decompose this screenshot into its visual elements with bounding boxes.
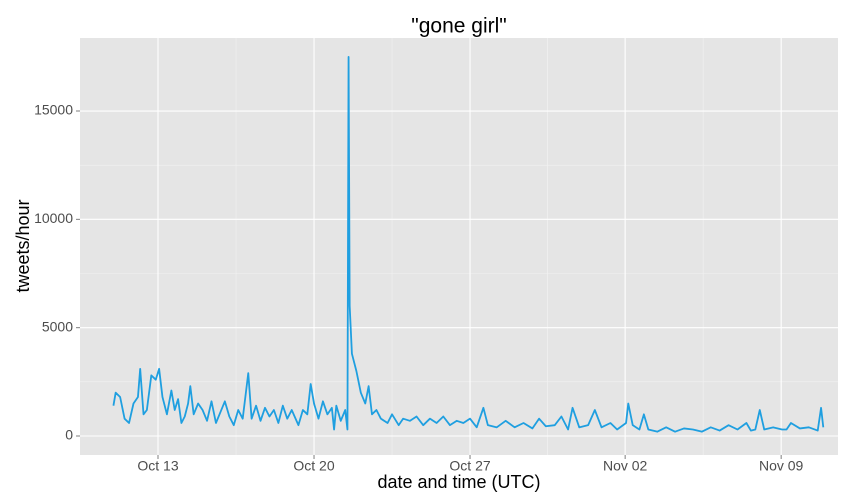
y-tick-label: 0 — [65, 427, 73, 443]
marks — [112, 55, 825, 433]
x-tick-label: Nov 02 — [603, 458, 648, 474]
y-tick-label: 5000 — [42, 318, 73, 334]
x-axis-title: date and time (UTC) — [377, 472, 540, 492]
x-tick-label: Oct 20 — [293, 458, 334, 474]
line-series — [112, 55, 825, 433]
y-tick-label: 15000 — [34, 102, 73, 118]
x-tick-label: Oct 27 — [449, 458, 490, 474]
y-axis-title: tweets/hour — [13, 199, 33, 292]
chart-title: "gone girl" — [411, 15, 506, 38]
x-tick-label: Nov 09 — [759, 458, 804, 474]
grid — [80, 38, 838, 455]
plot-panel — [80, 38, 838, 455]
y-tick-label: 10000 — [34, 210, 73, 226]
x-tick-label: Oct 13 — [137, 458, 178, 474]
